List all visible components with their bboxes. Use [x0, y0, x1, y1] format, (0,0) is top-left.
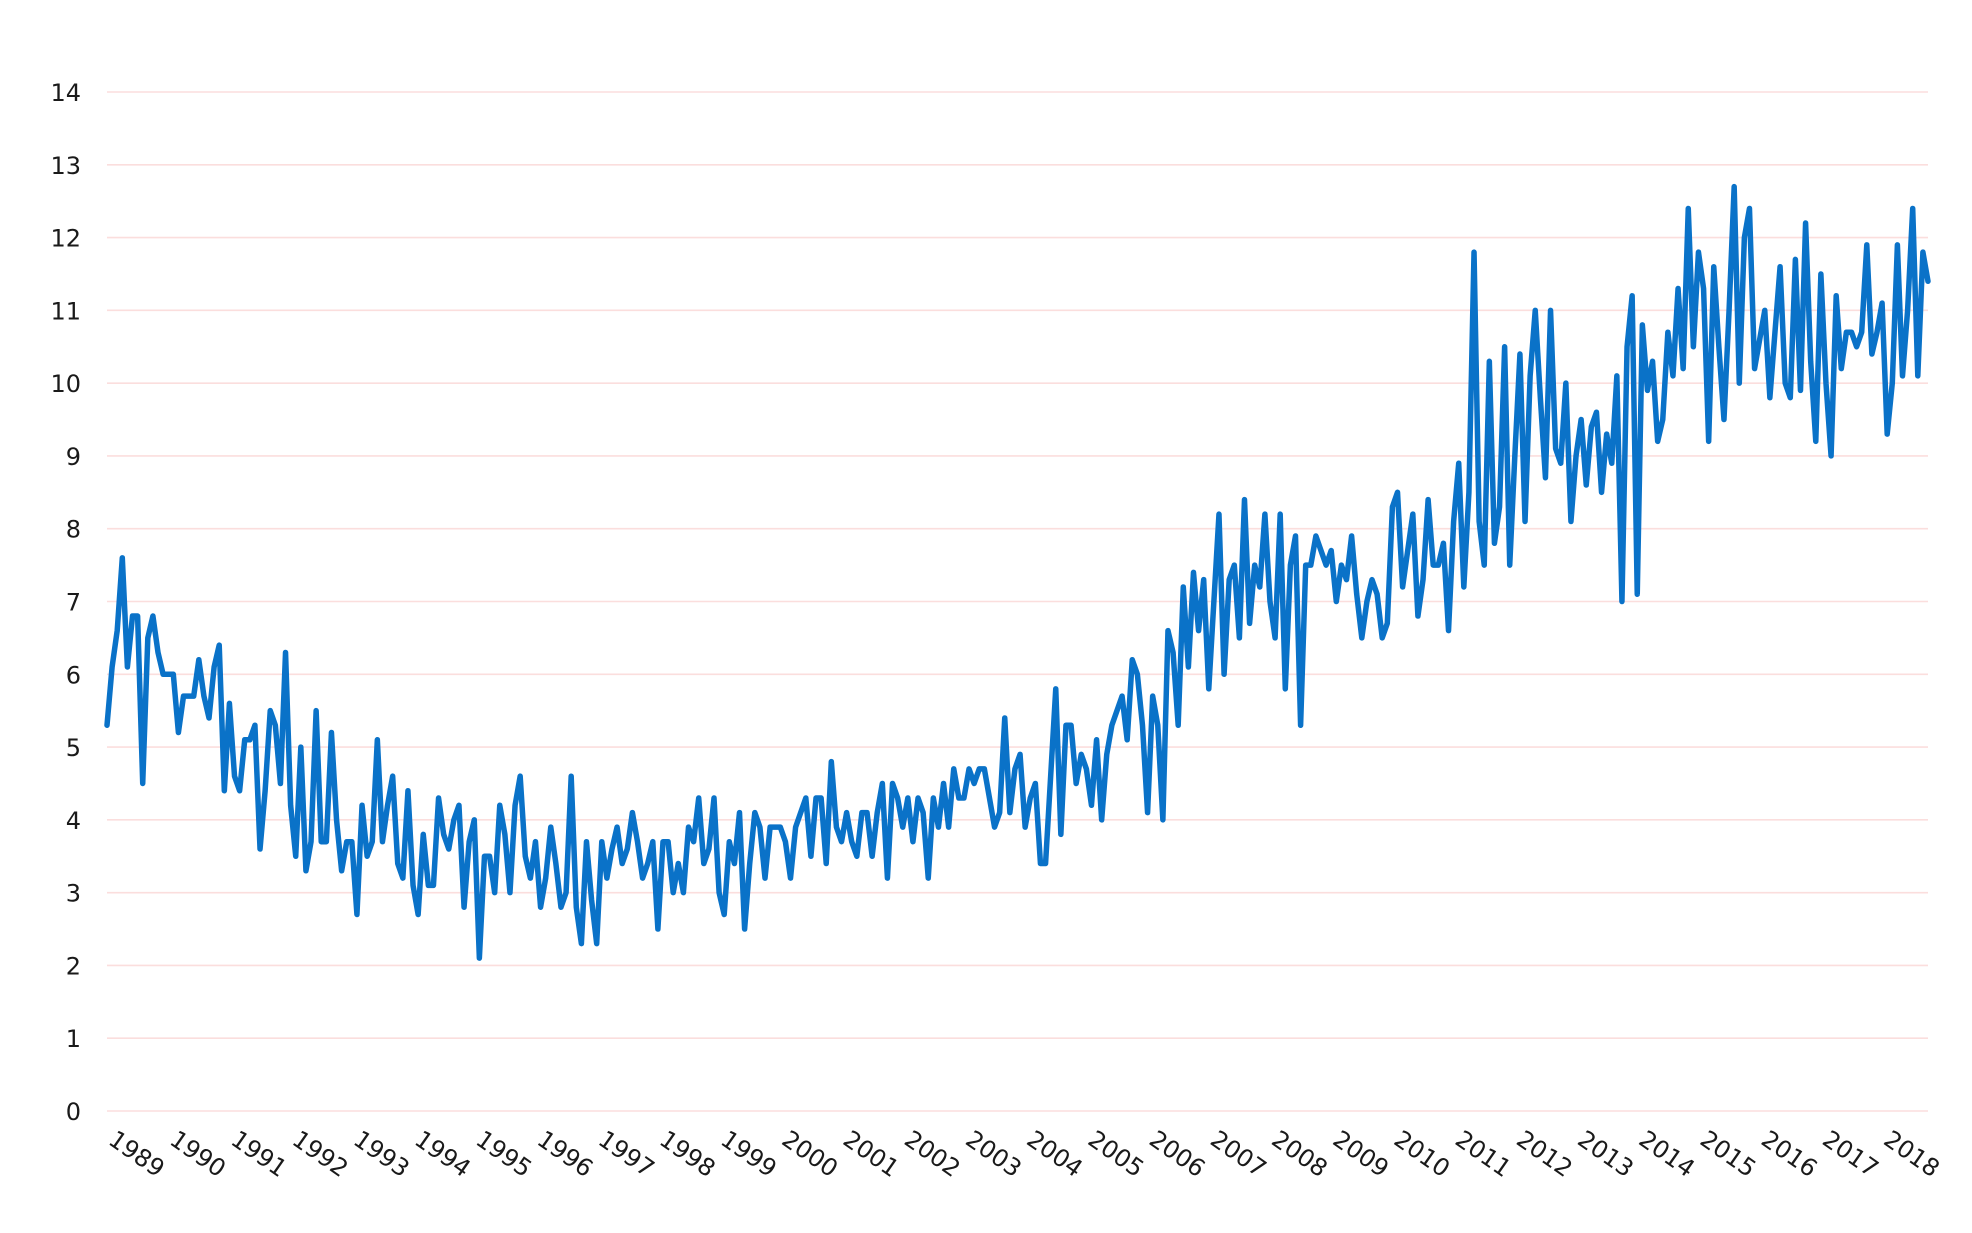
- x-tick-label: 2004: [1022, 1125, 1088, 1183]
- y-tick-label: 9: [66, 443, 81, 471]
- x-tick-label: 2001: [838, 1125, 904, 1183]
- y-tick-label: 13: [50, 152, 81, 180]
- x-tick-label: 1995: [471, 1125, 537, 1183]
- y-tick-label: 3: [66, 880, 81, 908]
- x-tick-label: 1999: [716, 1125, 782, 1183]
- x-tick-label: 2000: [777, 1125, 843, 1183]
- x-tick-label: 2015: [1695, 1125, 1761, 1183]
- x-tick-label: 1993: [348, 1125, 414, 1183]
- x-tick-label: 1996: [532, 1125, 598, 1183]
- x-tick-label: 1989: [104, 1125, 170, 1183]
- y-tick-label: 2: [66, 952, 81, 980]
- x-tick-label: 2011: [1450, 1125, 1516, 1183]
- x-tick-label: 2003: [960, 1125, 1026, 1183]
- x-tick-label: 2014: [1634, 1125, 1700, 1183]
- gridlines: [107, 91, 1928, 1112]
- y-tick-label: 8: [66, 516, 81, 544]
- x-tick-label: 1992: [287, 1125, 353, 1183]
- x-tick-label: 2008: [1267, 1125, 1333, 1183]
- x-tick-label: 2002: [899, 1125, 965, 1183]
- y-tick-label: 7: [66, 589, 81, 617]
- y-tick-label: 0: [66, 1098, 81, 1126]
- x-tick-label: 2005: [1083, 1125, 1149, 1183]
- x-tick-label: 2010: [1389, 1125, 1455, 1183]
- y-tick-label: 6: [66, 661, 81, 689]
- y-tick-label: 12: [50, 225, 81, 253]
- x-tick-label: 2013: [1573, 1125, 1639, 1183]
- x-tick-label: 2016: [1756, 1125, 1822, 1183]
- y-tick-label: 10: [50, 370, 81, 398]
- y-tick-label: 11: [50, 297, 81, 325]
- x-tick-label: 2006: [1144, 1125, 1210, 1183]
- x-tick-label: 2018: [1879, 1125, 1945, 1183]
- x-tick-label: 1990: [165, 1125, 231, 1183]
- y-tick-label: 5: [66, 734, 81, 762]
- x-tick-label: 1991: [226, 1125, 292, 1183]
- x-tick-label: 2007: [1205, 1125, 1271, 1183]
- series-line: [104, 183, 1931, 961]
- x-tick-label: 1997: [593, 1125, 659, 1183]
- y-tick-label: 4: [66, 807, 81, 835]
- series-group: [104, 183, 1931, 961]
- y-tick-label: 1: [66, 1025, 81, 1053]
- x-tick-label: 2012: [1511, 1125, 1577, 1183]
- x-tick-label: 2017: [1817, 1125, 1883, 1183]
- x-tick-label: 2009: [1328, 1125, 1394, 1183]
- x-tick-label: 1998: [654, 1125, 720, 1183]
- y-tick-label: 14: [50, 79, 81, 107]
- x-tick-label: 1994: [410, 1125, 476, 1183]
- x-axis-tick-labels: 1989199019911992199319941995199619971998…: [104, 1125, 1945, 1183]
